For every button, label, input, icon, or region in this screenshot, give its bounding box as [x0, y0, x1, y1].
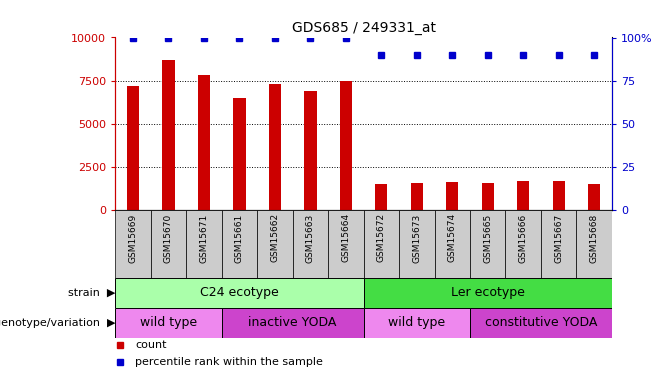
- Bar: [434, 210, 470, 278]
- Bar: [197, 75, 210, 210]
- Text: genotype/variation  ▶: genotype/variation ▶: [0, 318, 115, 327]
- Bar: [375, 184, 388, 210]
- Text: GSM15673: GSM15673: [413, 213, 421, 262]
- Text: GSM15670: GSM15670: [164, 213, 173, 262]
- Bar: [470, 308, 612, 338]
- Text: GSM15661: GSM15661: [235, 213, 244, 262]
- Text: wild type: wild type: [139, 316, 197, 329]
- Bar: [576, 210, 612, 278]
- Bar: [363, 210, 399, 278]
- Bar: [328, 210, 364, 278]
- Bar: [340, 81, 352, 210]
- Text: GSM15662: GSM15662: [270, 213, 280, 262]
- Bar: [399, 210, 434, 278]
- Bar: [541, 210, 576, 278]
- Bar: [482, 183, 494, 210]
- Bar: [257, 210, 293, 278]
- Bar: [162, 60, 174, 210]
- Text: GSM15669: GSM15669: [128, 213, 138, 262]
- Bar: [268, 84, 281, 210]
- Bar: [470, 210, 505, 278]
- Bar: [222, 210, 257, 278]
- Text: wild type: wild type: [388, 316, 445, 329]
- Bar: [363, 308, 470, 338]
- Bar: [363, 278, 612, 308]
- Bar: [517, 181, 530, 210]
- Title: GDS685 / 249331_at: GDS685 / 249331_at: [291, 21, 436, 35]
- Bar: [411, 183, 423, 210]
- Bar: [115, 278, 363, 308]
- Text: GSM15671: GSM15671: [199, 213, 209, 262]
- Text: C24 ecotype: C24 ecotype: [200, 286, 279, 299]
- Text: GSM15672: GSM15672: [377, 213, 386, 262]
- Text: inactive YODA: inactive YODA: [248, 316, 337, 329]
- Bar: [553, 181, 565, 210]
- Text: GSM15665: GSM15665: [483, 213, 492, 262]
- Bar: [222, 308, 364, 338]
- Text: strain  ▶: strain ▶: [68, 288, 115, 297]
- Text: GSM15664: GSM15664: [342, 213, 350, 262]
- Bar: [304, 91, 316, 210]
- Text: GSM15674: GSM15674: [447, 213, 457, 262]
- Text: GSM15667: GSM15667: [554, 213, 563, 262]
- Text: GSM15668: GSM15668: [590, 213, 599, 262]
- Bar: [233, 98, 245, 210]
- Bar: [505, 210, 541, 278]
- Bar: [446, 182, 459, 210]
- Bar: [127, 86, 139, 210]
- Text: GSM15666: GSM15666: [519, 213, 528, 262]
- Bar: [293, 210, 328, 278]
- Bar: [186, 210, 222, 278]
- Bar: [151, 210, 186, 278]
- Bar: [115, 308, 222, 338]
- Text: GSM15663: GSM15663: [306, 213, 315, 262]
- Text: constitutive YODA: constitutive YODA: [485, 316, 597, 329]
- Text: Ler ecotype: Ler ecotype: [451, 286, 524, 299]
- Text: percentile rank within the sample: percentile rank within the sample: [135, 357, 323, 367]
- Bar: [588, 184, 600, 210]
- Bar: [115, 210, 151, 278]
- Text: count: count: [135, 340, 166, 350]
